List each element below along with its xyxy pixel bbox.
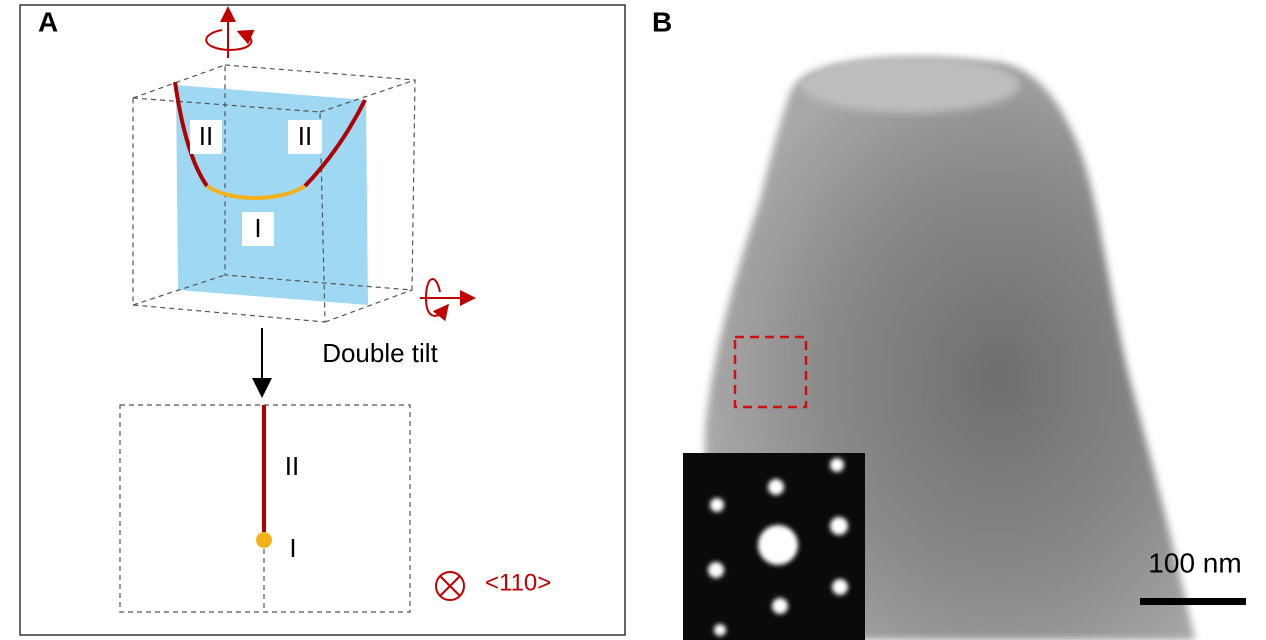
- step-label: Double tilt: [322, 338, 438, 368]
- projection-dot: [256, 532, 272, 548]
- projection-label: II: [285, 451, 299, 481]
- diffraction-inset: [683, 453, 865, 640]
- figure: A II II I Double tilt II I <110> B: [0, 0, 1266, 640]
- cube-label: II: [199, 121, 213, 151]
- plane: [176, 85, 368, 305]
- rotation-icon: [206, 14, 251, 58]
- specimen-cap: [800, 57, 1020, 113]
- cube-label: II: [298, 121, 312, 151]
- direction-label: <110>: [485, 569, 551, 596]
- panel-label: B: [652, 6, 672, 37]
- projection-label: I: [289, 533, 296, 563]
- cube-label: I: [254, 213, 261, 243]
- direction-symbol: [436, 572, 464, 600]
- scale-bar: [1140, 598, 1246, 605]
- panel-label: A: [38, 6, 58, 37]
- scale-label: 100 nm: [1148, 547, 1241, 578]
- rotation-icon: [420, 279, 468, 316]
